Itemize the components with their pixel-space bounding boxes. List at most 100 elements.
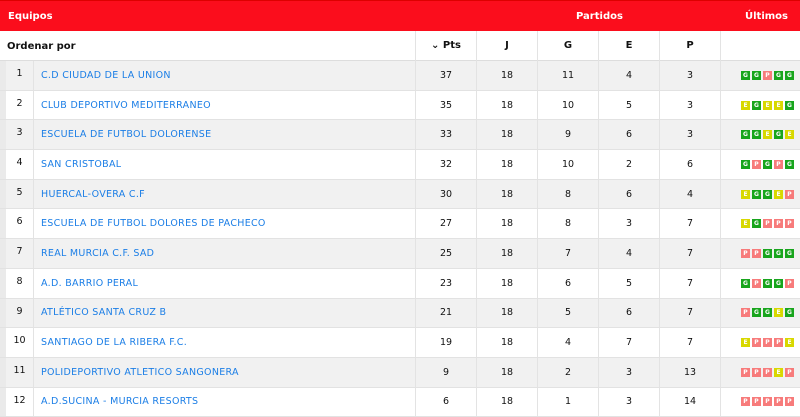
result-badge: G [774, 278, 783, 288]
equipos-heading: Equipos [8, 11, 53, 22]
result-badge: E [785, 130, 794, 140]
position: 3 [16, 127, 23, 139]
pts-label: Pts [442, 40, 461, 51]
sort-g-button[interactable]: G [537, 31, 598, 61]
ultimos-heading: Últimos [745, 11, 788, 22]
lost: 4 [659, 179, 720, 209]
result-badge: P [752, 159, 761, 169]
won: 8 [537, 179, 598, 209]
position: 2 [16, 97, 23, 109]
result-badge: G [774, 130, 783, 140]
result-badge: P [785, 189, 794, 199]
team-link[interactable]: REAL MURCIA C.F. SAD [33, 239, 415, 268]
result-badge: E [774, 100, 783, 110]
result-badge: P [774, 397, 783, 407]
table-row: 3 ESCUELA DE FUTBOL DOLORENSE 33 18 9 6 … [0, 120, 800, 151]
result-badge: E [785, 338, 794, 348]
result-badge: G [763, 308, 772, 318]
result-badge: P [741, 367, 750, 377]
table-row: 11 POLIDEPORTIVO ATLETICO SANGONERA 9 18… [0, 357, 800, 388]
lost: 7 [659, 298, 720, 328]
team-link[interactable]: POLIDEPORTIVO ATLETICO SANGONERA [33, 357, 415, 387]
result-badge: P [763, 338, 772, 348]
table-row: 6 ESCUELA DE FUTBOL DOLORES DE PACHECO 2… [0, 209, 800, 240]
result-badge: P [785, 367, 794, 377]
team-link[interactable]: SAN CRISTOBAL [33, 150, 415, 179]
sort-row: Ordenar por ⌄ Pts J G E P [0, 31, 800, 61]
result-badge: P [785, 397, 794, 407]
result-badge: G [752, 189, 761, 199]
drawn: 6 [598, 298, 659, 328]
points: 23 [415, 268, 476, 298]
result-badge: P [752, 397, 761, 407]
table-row: 10 SANTIAGO DE LA RIBERA F.C. 19 18 4 7 … [0, 328, 800, 358]
lost: 6 [659, 150, 720, 179]
played: 18 [476, 209, 537, 239]
result-badge: G [785, 308, 794, 318]
result-badge: G [785, 100, 794, 110]
row-strip [0, 298, 6, 328]
played: 18 [476, 387, 537, 417]
result-badge: E [763, 130, 772, 140]
played: 18 [476, 298, 537, 328]
result-badge: G [741, 278, 750, 288]
played: 18 [476, 150, 537, 179]
team-link[interactable]: ESCUELA DE FUTBOL DOLORES DE PACHECO [33, 209, 415, 239]
result-badge: P [785, 219, 794, 229]
lost: 3 [659, 61, 720, 90]
drawn: 6 [598, 179, 659, 209]
team-link[interactable]: A.D.SUCINA - MURCIA RESORTS [33, 387, 415, 417]
sort-pts-button[interactable]: ⌄ Pts [415, 31, 476, 61]
lost: 7 [659, 268, 720, 298]
position: 5 [16, 186, 23, 198]
won: 8 [537, 209, 598, 239]
row-strip [0, 120, 6, 150]
result-badge: G [763, 159, 772, 169]
result-badge: E [741, 100, 750, 110]
result-badge: E [763, 100, 772, 110]
result-badge: G [752, 130, 761, 140]
position: 4 [16, 157, 23, 169]
result-badge: G [774, 70, 783, 80]
position: 6 [16, 216, 23, 228]
won: 11 [537, 61, 598, 90]
team-link[interactable]: HUERCAL-OVERA C.F [33, 179, 415, 209]
result-badge: E [741, 338, 750, 348]
result-badge: P [785, 278, 794, 288]
result-badge: P [752, 367, 761, 377]
played: 18 [476, 90, 537, 120]
drawn: 6 [598, 120, 659, 150]
played: 18 [476, 239, 537, 268]
points: 35 [415, 90, 476, 120]
drawn: 3 [598, 357, 659, 387]
drawn: 7 [598, 328, 659, 357]
result-badge: E [774, 367, 783, 377]
team-link[interactable]: SANTIAGO DE LA RIBERA F.C. [33, 328, 415, 357]
position: 11 [13, 364, 26, 376]
team-link[interactable]: ATLÉTICO SANTA CRUZ B [33, 298, 415, 328]
sort-label: Ordenar por [7, 41, 76, 52]
lost: 7 [659, 328, 720, 357]
result-badge: P [752, 338, 761, 348]
won: 5 [537, 298, 598, 328]
lost: 3 [659, 120, 720, 150]
sort-e-button[interactable]: E [598, 31, 659, 61]
sort-j-button[interactable]: J [476, 31, 537, 61]
result-badge: P [763, 219, 772, 229]
result-badge: P [774, 338, 783, 348]
team-link[interactable]: CLUB DEPORTIVO MEDITERRANEO [33, 90, 415, 120]
team-link[interactable]: ESCUELA DE FUTBOL DOLORENSE [33, 120, 415, 150]
result-badge: G [752, 100, 761, 110]
sort-p-button[interactable]: P [659, 31, 720, 61]
drawn: 3 [598, 209, 659, 239]
team-link[interactable]: A.D. BARRIO PERAL [33, 268, 415, 298]
team-link[interactable]: C.D CIUDAD DE LA UNION [33, 61, 415, 90]
